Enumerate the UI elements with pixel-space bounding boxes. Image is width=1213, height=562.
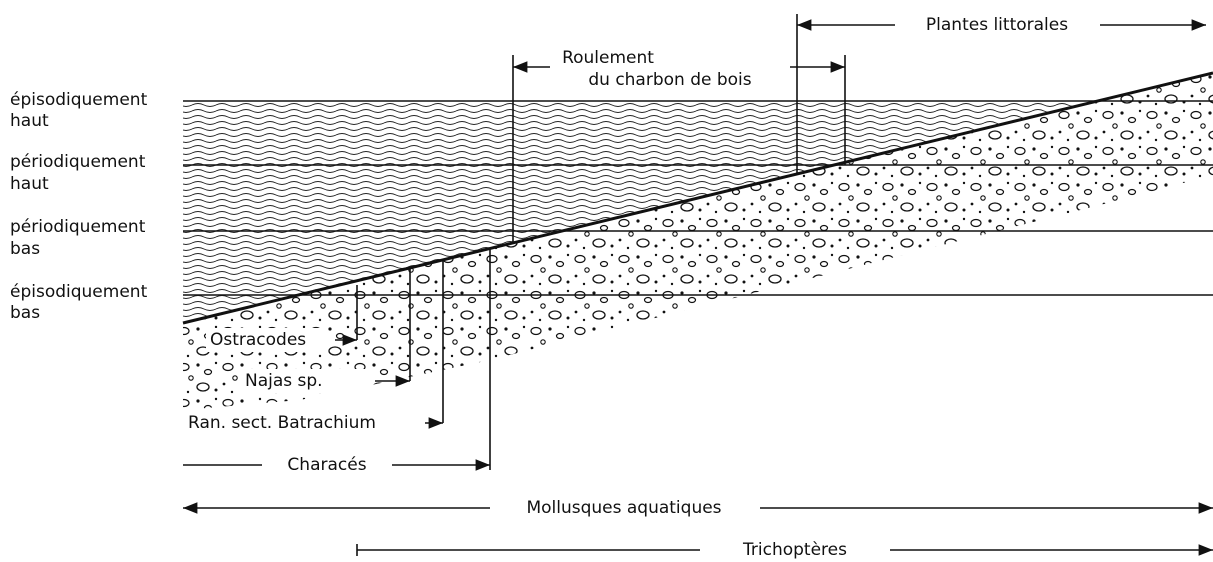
level-label: haut bbox=[10, 174, 49, 194]
level-labels: épisodiquement haut périodiquement haut … bbox=[10, 90, 148, 323]
zone-label: Characés bbox=[287, 455, 366, 475]
level-label: haut bbox=[10, 111, 49, 131]
level-label: bas bbox=[10, 303, 40, 323]
level-label: périodiquement bbox=[10, 152, 146, 172]
zone-label: Ran. sect. Batrachium bbox=[188, 413, 376, 433]
zone-label: Roulement bbox=[562, 48, 654, 68]
zone-label: Trichoptères bbox=[742, 540, 847, 560]
level-label: périodiquement bbox=[10, 217, 146, 237]
zone-label: Plantes littorales bbox=[926, 15, 1068, 35]
zone-label: Ostracodes bbox=[210, 330, 306, 350]
sediment bbox=[183, 73, 1213, 410]
level-lines bbox=[182, 71, 1213, 325]
zone-label: Mollusques aquatiques bbox=[526, 498, 721, 518]
brackets bbox=[183, 14, 1213, 556]
level-label: bas bbox=[10, 239, 40, 259]
level-label: épisodiquement bbox=[10, 282, 148, 302]
level-label: épisodiquement bbox=[10, 90, 148, 110]
zone-label: Najas sp. bbox=[245, 371, 323, 391]
zone-labels: Plantes littorales Roulement du charbon … bbox=[185, 15, 1068, 560]
zone-label: du charbon de bois bbox=[588, 70, 751, 90]
